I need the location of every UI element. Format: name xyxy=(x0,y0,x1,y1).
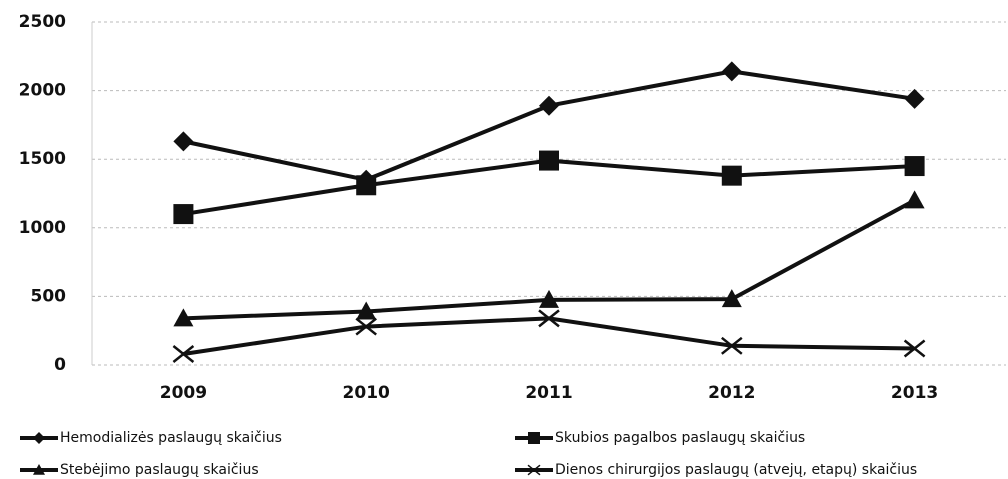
x-tick-label: 2010 xyxy=(343,383,390,403)
x-tick-label: 2011 xyxy=(525,383,572,403)
marker xyxy=(721,336,743,355)
marker xyxy=(721,165,742,186)
legend-label: Stebėjimo paslaugų skaičius xyxy=(60,462,259,478)
y-tick-label: 0 xyxy=(54,355,66,375)
marker xyxy=(33,464,45,475)
marker xyxy=(355,317,377,336)
x-tick-label: 2009 xyxy=(160,383,207,403)
y-tick-label: 500 xyxy=(31,286,67,306)
marker xyxy=(356,301,377,320)
marker xyxy=(527,464,541,476)
marker xyxy=(539,150,559,171)
marker xyxy=(356,175,377,196)
y-tick-label: 2000 xyxy=(19,81,66,101)
marker xyxy=(33,432,45,444)
y-tick-label: 1000 xyxy=(19,218,66,238)
marker xyxy=(904,88,925,109)
marker xyxy=(172,345,195,364)
y-tick-label: 1500 xyxy=(19,149,66,169)
marker xyxy=(903,339,926,358)
legend-label: Dienos chirurgijos paslaugų (atvejų, eta… xyxy=(555,462,917,478)
legend-label: Hemodializės paslaugų skaičius xyxy=(60,430,282,446)
marker xyxy=(539,289,559,308)
marker xyxy=(539,95,559,116)
marker xyxy=(721,61,742,82)
marker xyxy=(904,156,925,177)
marker xyxy=(173,131,194,152)
legend-label: Skubios pagalbos paslaugų skaičius xyxy=(555,430,805,446)
marker xyxy=(528,432,540,444)
series-line xyxy=(183,316,915,357)
x-tick-label: 2013 xyxy=(891,383,938,403)
marker xyxy=(904,190,925,209)
marker xyxy=(173,308,194,327)
marker xyxy=(538,309,560,328)
marker xyxy=(721,289,742,308)
marker xyxy=(173,204,194,225)
y-tick-label: 2500 xyxy=(19,12,66,32)
x-tick-label: 2012 xyxy=(708,383,755,403)
